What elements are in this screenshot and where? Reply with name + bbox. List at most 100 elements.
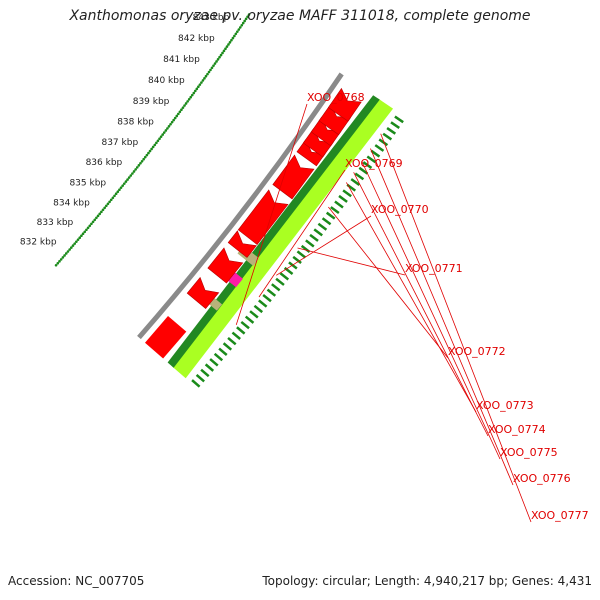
outer-tick <box>366 155 377 164</box>
outer-tick <box>213 352 224 362</box>
outer-tick <box>325 211 336 220</box>
outer-tick <box>288 261 298 270</box>
scale-label: 839 kbp <box>133 97 170 107</box>
scale-dot <box>108 200 111 204</box>
gc-content-band <box>172 98 394 379</box>
outer-tick <box>231 331 241 340</box>
scale-dot <box>124 180 128 183</box>
scale-dot <box>224 47 227 51</box>
scale-label: 842 kbp <box>178 34 215 44</box>
scale-dot <box>100 210 103 214</box>
scale-dot <box>194 89 197 93</box>
scale-dot <box>166 127 169 130</box>
scale-label: 834 kbp <box>53 198 90 208</box>
scale-dot <box>241 21 245 25</box>
scale-dot <box>233 34 236 38</box>
scale-dot <box>68 248 71 251</box>
outer-tick <box>191 379 201 388</box>
scale-dot <box>222 49 226 53</box>
gene-label-leader <box>380 133 532 523</box>
outer-tick <box>262 294 272 303</box>
outer-tick <box>386 127 397 135</box>
scale-dot <box>218 55 221 59</box>
scale-dot <box>246 15 249 18</box>
scale-dot <box>64 252 68 255</box>
scale-dot <box>192 91 196 95</box>
gene-label: XOO_0776 <box>513 472 571 485</box>
scale-dot <box>230 38 233 42</box>
scale-label: 838 kbp <box>117 117 154 127</box>
scale-dot <box>184 102 188 105</box>
outer-tick <box>283 266 294 275</box>
scale-label: 837 kbp <box>101 138 138 148</box>
scale-dot <box>203 77 206 80</box>
scale-dot <box>209 68 212 72</box>
scale-label: 836 kbp <box>86 158 123 168</box>
outer-tick <box>204 363 215 372</box>
gene-label-leader <box>328 206 449 359</box>
outer-tick <box>296 250 307 259</box>
outer-tick <box>236 326 246 335</box>
scale-label: 843 kbp <box>193 13 230 23</box>
outer-tick <box>275 277 285 286</box>
gene-label-leader <box>297 247 406 276</box>
scale-dot <box>71 244 75 247</box>
scale-dot <box>75 240 78 243</box>
gene-label: XOO_0769 <box>345 157 403 170</box>
gene-label: XOO_0771 <box>405 262 463 275</box>
scale-dot <box>187 97 191 101</box>
scale-dot <box>162 131 166 134</box>
scale-dot <box>93 218 97 222</box>
outer-tick <box>195 373 205 383</box>
gene-labels: XOO_0768 XOO_0769 XOO_0770 XOO_0771 XOO_0772… <box>235 91 589 523</box>
scale-dot <box>153 143 157 147</box>
scale-dot <box>183 104 186 107</box>
scale-label: 833 kbp <box>37 218 74 228</box>
scale-dot <box>177 112 180 116</box>
scale-dot <box>158 137 161 141</box>
scale-label: 840 kbp <box>148 76 185 86</box>
backbone-ring <box>137 72 344 340</box>
scale-ticks: 832 kbp 833 kbp 834 kbp 835 kbp 836 kbp 837 k… <box>20 13 404 388</box>
scale-label: 832 kbp <box>20 238 57 248</box>
scale-dot <box>173 116 177 120</box>
scale-dot <box>212 64 215 67</box>
outer-tick <box>218 347 228 356</box>
gene-label-leader <box>258 169 346 298</box>
cds-arrow <box>145 316 187 359</box>
outer-tick <box>279 272 290 281</box>
gene-label-leader <box>235 103 308 326</box>
scale-dot <box>123 182 126 185</box>
scale-dot <box>96 214 100 218</box>
gene-label: XOO_0773 <box>476 399 534 412</box>
scale-dot <box>236 30 239 33</box>
scale-dot <box>121 184 124 187</box>
scale-dot <box>181 106 185 109</box>
scale-dot <box>137 164 141 167</box>
scale-dot <box>63 254 66 257</box>
scale-dot <box>105 204 108 208</box>
outer-tick <box>338 194 348 203</box>
outer-tick <box>350 178 361 186</box>
scale-dot <box>164 129 168 132</box>
outer-tick <box>227 336 237 346</box>
outer-tick <box>354 172 365 181</box>
scale-dot <box>83 230 87 234</box>
scale-dot <box>234 32 238 36</box>
cds-arrow <box>237 189 289 246</box>
scale-dot <box>231 36 235 40</box>
scale-dot <box>80 234 83 238</box>
feature-tracks <box>137 72 394 379</box>
scale-dot <box>61 256 65 259</box>
scale-dot <box>228 41 232 44</box>
outer-tick <box>317 222 328 231</box>
outer-tick <box>240 320 250 330</box>
genome-summary: Topology: circular; Length: 4,940,217 bp… <box>262 574 592 588</box>
outer-tick <box>370 149 381 158</box>
scale-dot <box>159 135 163 138</box>
scale-dot <box>134 168 137 171</box>
scale-dot <box>240 23 244 27</box>
outer-tick <box>394 115 404 124</box>
scale-dot <box>95 216 98 220</box>
outer-tick <box>271 283 281 292</box>
